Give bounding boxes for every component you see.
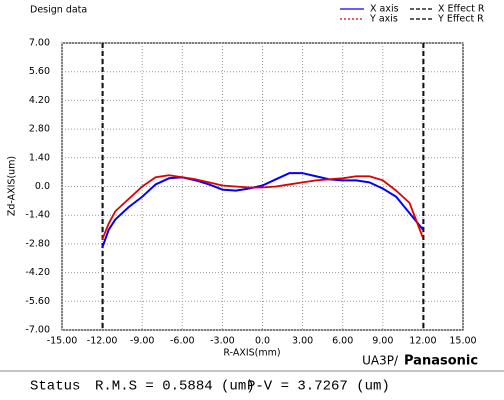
x-tick-label: -9.00 [130,336,155,347]
software-label: UA3P/ [362,354,399,368]
legend-label: Y Effect R [437,14,484,25]
y-tick-label: -1.40 [25,210,50,221]
y-tick-label: 1.40 [29,152,50,163]
y-tick-label: 7.00 [29,38,50,49]
y-axis-label: Zd-AXIS(um) [7,156,18,216]
brand-label: Panasonic [404,354,478,369]
x-tick-label: 12.00 [409,336,436,347]
y-tick-label: 0.0 [35,181,50,192]
legend-label: Y axis [369,14,398,25]
legend-label: X axis [370,4,399,15]
status-pv: P-V = 3.7267 (um) [247,379,390,395]
x-tick-label: -6.00 [170,336,195,347]
y-tick-label: -7.00 [25,325,50,336]
x-tick-label: -3.00 [210,336,235,347]
x-tick-label: 3.00 [292,336,313,347]
y-tick-label: 2.80 [29,124,50,135]
x-tick-label: 0.0 [255,336,270,347]
y-tick-label: -2.80 [25,238,50,249]
status-label: Status [30,379,80,395]
x-tick-label: 6.00 [332,336,353,347]
legend-label: X Effect R [438,4,485,15]
y-tick-label: -4.20 [25,267,50,278]
x-axis-label: R-AXIS(mm) [223,348,280,359]
x-tick-label: 15.00 [449,336,476,347]
x-tick-label: -12.00 [87,336,118,347]
series-line [101,174,424,241]
status-rms: R.M.S = 0.5884 (um) [95,379,255,395]
y-tick-label: -5.60 [25,296,50,307]
x-tick-label: 9.00 [372,336,393,347]
y-tick-label: 5.60 [29,66,50,77]
x-tick-label: -15.00 [47,336,78,347]
y-tick-label: 4.20 [29,95,50,106]
chart-title: Design data [30,5,87,16]
